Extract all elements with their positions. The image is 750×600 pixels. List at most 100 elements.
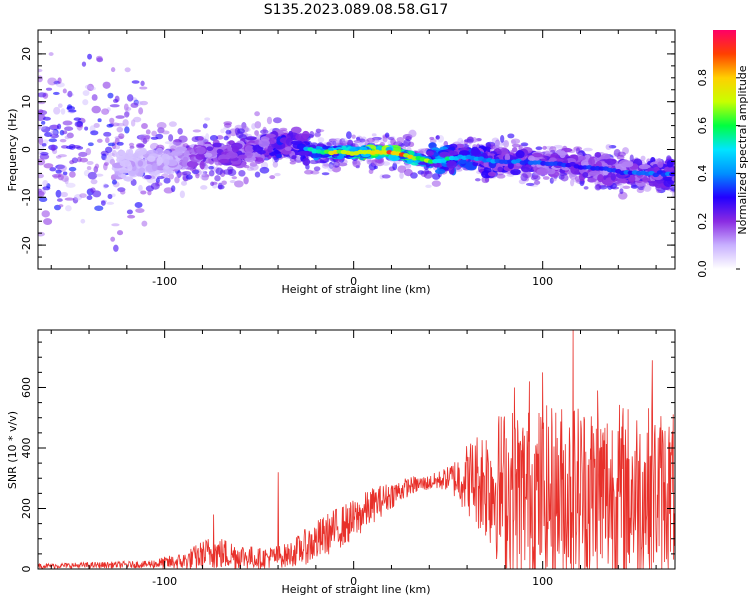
colorbar-tick-label: 0.6: [696, 117, 709, 135]
heatmap-cell: [55, 155, 62, 159]
heatmap-cell: [46, 183, 51, 189]
heatmap-cell: [459, 150, 470, 157]
heatmap-cell: [164, 141, 174, 145]
heatmap-cell: [487, 171, 497, 177]
heatmap-cell: [91, 94, 98, 101]
heatmap-cell: [549, 177, 554, 184]
heatmap-cell: [38, 173, 44, 179]
heatmap-cell: [201, 170, 206, 177]
heatmap-cell: [332, 140, 337, 146]
heatmap-cell: [139, 147, 147, 155]
heatmap-cell: [597, 174, 604, 183]
heatmap-cell: [116, 122, 125, 127]
heatmap-cell: [137, 160, 144, 167]
heatmap-cell: [494, 140, 504, 148]
heatmap-cell: [38, 191, 45, 198]
heatmap-cell: [394, 141, 403, 146]
heatmap-cell: [621, 161, 634, 168]
heatmap-cell: [392, 162, 398, 171]
heatmap-cell: [208, 170, 215, 177]
heatmap-cell: [135, 208, 145, 213]
heatmap-cell: [38, 137, 44, 145]
heatmap-cell: [608, 144, 617, 149]
heatmap-cell: [191, 136, 200, 143]
heatmap-cell: [314, 132, 321, 137]
heatmap-cell: [663, 166, 675, 173]
heatmap-cell: [580, 159, 590, 167]
heatmap-cell: [56, 198, 63, 202]
colorbar-label: Normalized spectral amplitude: [736, 65, 749, 234]
heatmap-cell: [67, 90, 73, 98]
heatmap-cell: [86, 195, 93, 201]
heatmap-cell: [619, 182, 624, 189]
heatmap-cell: [41, 210, 50, 218]
heatmap-cell: [321, 172, 330, 176]
heatmap-cell: [629, 154, 634, 163]
heatmap-cell: [90, 179, 98, 185]
heatmap-cell: [353, 139, 361, 144]
heatmap-cell: [605, 144, 612, 150]
heatmap-cell: [133, 116, 142, 123]
heatmap-ytick-label: 0: [20, 146, 33, 153]
heatmap-cell: [221, 180, 227, 185]
heatmap-cell: [233, 180, 244, 188]
heatmap-xtick-label: 100: [532, 275, 553, 288]
heatmap-cell: [168, 173, 174, 180]
heatmap-cell: [204, 117, 211, 121]
heatmap-cell: [130, 179, 137, 186]
heatmap-cell: [205, 133, 210, 141]
heatmap-cell: [56, 82, 65, 88]
heatmap-cell: [106, 201, 115, 205]
heatmap-cell: [55, 164, 66, 170]
heatmap-cell: [393, 160, 401, 165]
heatmap-cell: [195, 153, 205, 160]
heatmap-cell: [381, 161, 391, 166]
heatmap-cell: [60, 174, 69, 182]
heatmap-cell: [155, 147, 164, 155]
heatmap-cell: [192, 129, 202, 133]
heatmap-cell: [163, 177, 171, 184]
heatmap-cell: [531, 152, 543, 158]
heatmap-cell: [366, 159, 371, 165]
heatmap-cell: [163, 158, 170, 166]
heatmap-cell: [155, 133, 164, 140]
heatmap-cell: [301, 130, 310, 140]
heatmap-cell: [60, 108, 66, 115]
heatmap-cell: [254, 111, 260, 117]
heatmap-cell: [266, 116, 273, 125]
heatmap-cell: [86, 166, 92, 171]
heatmap-cell: [267, 145, 273, 153]
heatmap-cell: [134, 201, 143, 209]
heatmap-cell: [587, 177, 597, 183]
heatmap-cell: [493, 141, 501, 147]
heatmap-cell: [243, 165, 250, 169]
heatmap-cell: [50, 133, 59, 139]
heatmap-cell: [162, 130, 170, 135]
heatmap-cell: [570, 178, 575, 187]
heatmap-cell: [251, 123, 256, 130]
heatmap-cell: [95, 55, 103, 62]
heatmap-cell: [504, 153, 511, 162]
heatmap-cell: [131, 80, 140, 84]
heatmap-cell: [124, 67, 131, 73]
heatmap-cell: [90, 86, 96, 91]
heatmap-cell: [511, 139, 517, 145]
heatmap-cell: [87, 171, 98, 180]
colorbar-tick-label: 0.8: [696, 69, 709, 87]
heatmap-cell: [150, 182, 160, 190]
snr-ytick-label: 400: [20, 437, 33, 458]
heatmap-cell: [109, 158, 116, 165]
snr-xtick-label: 0: [350, 575, 357, 588]
heatmap-cell: [368, 168, 374, 175]
heatmap-cell: [331, 165, 342, 173]
heatmap-cell: [66, 106, 75, 111]
heatmap-cell: [109, 104, 120, 108]
heatmap-cell: [141, 220, 148, 227]
heatmap-cell: [80, 218, 86, 224]
heatmap-cell: [671, 176, 675, 182]
heatmap-cell: [111, 223, 120, 227]
heatmap-cell: [560, 174, 569, 182]
heatmap-cell: [64, 177, 69, 185]
